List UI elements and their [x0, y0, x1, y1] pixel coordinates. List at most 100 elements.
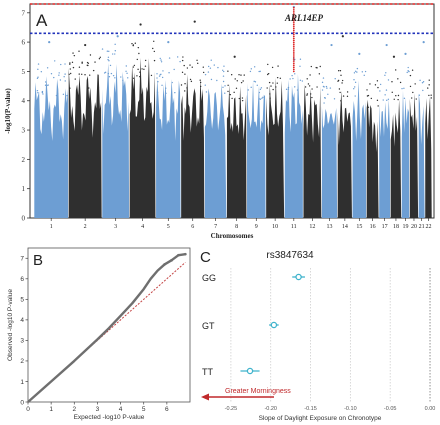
chromosome-5-snp-band: [156, 78, 181, 218]
snp-point: [428, 79, 430, 81]
snp-point: [337, 70, 340, 72]
snp-point: [141, 68, 143, 70]
snp-point: [327, 93, 329, 95]
snp-point: [277, 65, 279, 67]
y-tick-label: 4: [22, 97, 26, 105]
snp-point: [197, 62, 199, 65]
snp-point: [144, 65, 147, 67]
snp-point: [108, 60, 110, 62]
manhattan-x-label: Chromosomes: [211, 232, 254, 240]
top-hit-point: [358, 52, 361, 55]
snp-point: [275, 86, 277, 88]
qq-y-tick-label: 4: [20, 317, 24, 324]
forest-x-label: Slope of Daylight Exposure on Chronotype: [259, 415, 382, 422]
snp-point: [103, 72, 106, 74]
snp-point: [160, 61, 163, 63]
snp-point: [156, 73, 158, 75]
snp-point: [307, 83, 310, 85]
snp-point: [161, 84, 163, 87]
chromosome-9-points: [247, 66, 266, 218]
chromosome-1-snp-band: [34, 76, 69, 219]
arl14ep-point: [292, 58, 295, 61]
snp-point: [324, 97, 326, 99]
snp-point: [346, 91, 349, 93]
snp-point: [109, 64, 112, 67]
snp-point: [207, 71, 210, 73]
snp-point: [66, 94, 68, 97]
snp-point: [299, 58, 302, 60]
snp-point: [72, 52, 74, 54]
snp-point: [184, 73, 186, 75]
chromosome-6-points: [180, 56, 205, 218]
snp-point: [271, 66, 274, 69]
forest-grid: -0.25 -0.20 -0.15 -0.10 -0.05 0.00: [225, 268, 435, 412]
snp-point: [339, 70, 342, 72]
snp-point: [168, 57, 171, 59]
forest-x-tick-label: -0.15: [304, 406, 317, 412]
snp-point: [41, 91, 44, 94]
snp-point: [322, 85, 325, 88]
snp-point: [88, 87, 90, 89]
snp-point: [287, 88, 290, 90]
snp-point: [71, 61, 74, 64]
chromosome-label: 1: [50, 224, 53, 230]
snp-point: [411, 69, 414, 71]
snp-point: [254, 81, 257, 83]
forest-x-tick-label: -0.10: [344, 406, 357, 412]
snp-point: [395, 69, 397, 71]
snp-point: [369, 83, 371, 85]
estimate-point: [295, 273, 302, 281]
snp-point: [36, 77, 39, 80]
chromosome-10-points: [266, 63, 285, 218]
snp-point: [114, 50, 117, 52]
manhattan-top-hits: [48, 5, 425, 58]
snp-point: [207, 65, 210, 68]
snp-point: [427, 87, 429, 89]
snp-point: [199, 81, 202, 84]
snp-point: [354, 81, 357, 84]
snp-point: [261, 97, 263, 99]
top-hit-point: [422, 41, 425, 44]
chromosome-4-snp-band: [129, 57, 156, 218]
qq-point: [177, 253, 180, 257]
snp-point: [238, 74, 240, 76]
snp-point: [125, 65, 127, 67]
snp-point: [114, 53, 116, 55]
chromosome-17-snp-band: [379, 99, 391, 218]
snp-point: [107, 72, 110, 75]
snp-point: [374, 84, 377, 86]
snp-point: [122, 79, 124, 82]
genotype-label: GG: [202, 273, 216, 283]
snp-point: [319, 65, 321, 68]
snp-point: [415, 98, 417, 100]
snp-point: [366, 89, 368, 91]
chromosome-12-points: [303, 65, 322, 218]
chromosome-18-snp-band: [390, 99, 402, 218]
snp-point: [267, 72, 270, 75]
snp-point: [258, 91, 261, 94]
snp-point: [397, 94, 400, 97]
y-tick-label: 5: [22, 68, 26, 76]
chromosome-16-snp-band: [366, 99, 379, 218]
genotype-label: GT: [202, 321, 215, 331]
snp-point: [269, 93, 271, 95]
arl14ep-point: [292, 33, 295, 36]
snp-point: [152, 47, 154, 50]
arl14ep-point: [292, 64, 295, 67]
snp-point: [338, 88, 341, 90]
snp-point: [136, 75, 138, 77]
chromosome-7-points: [204, 59, 227, 218]
snp-point: [354, 95, 356, 97]
manhattan-y-axis: 0 1 2 3 4 5 6 7: [22, 9, 30, 223]
snp-point: [153, 40, 155, 42]
snp-point: [238, 97, 240, 100]
snp-point: [69, 87, 71, 89]
snp-point: [296, 89, 299, 91]
snp-point: [339, 91, 341, 94]
snp-point: [326, 87, 328, 89]
chromosome-label: 13: [327, 224, 333, 230]
snp-point: [168, 72, 170, 74]
snp-point: [397, 78, 399, 80]
snp-point: [428, 84, 430, 86]
